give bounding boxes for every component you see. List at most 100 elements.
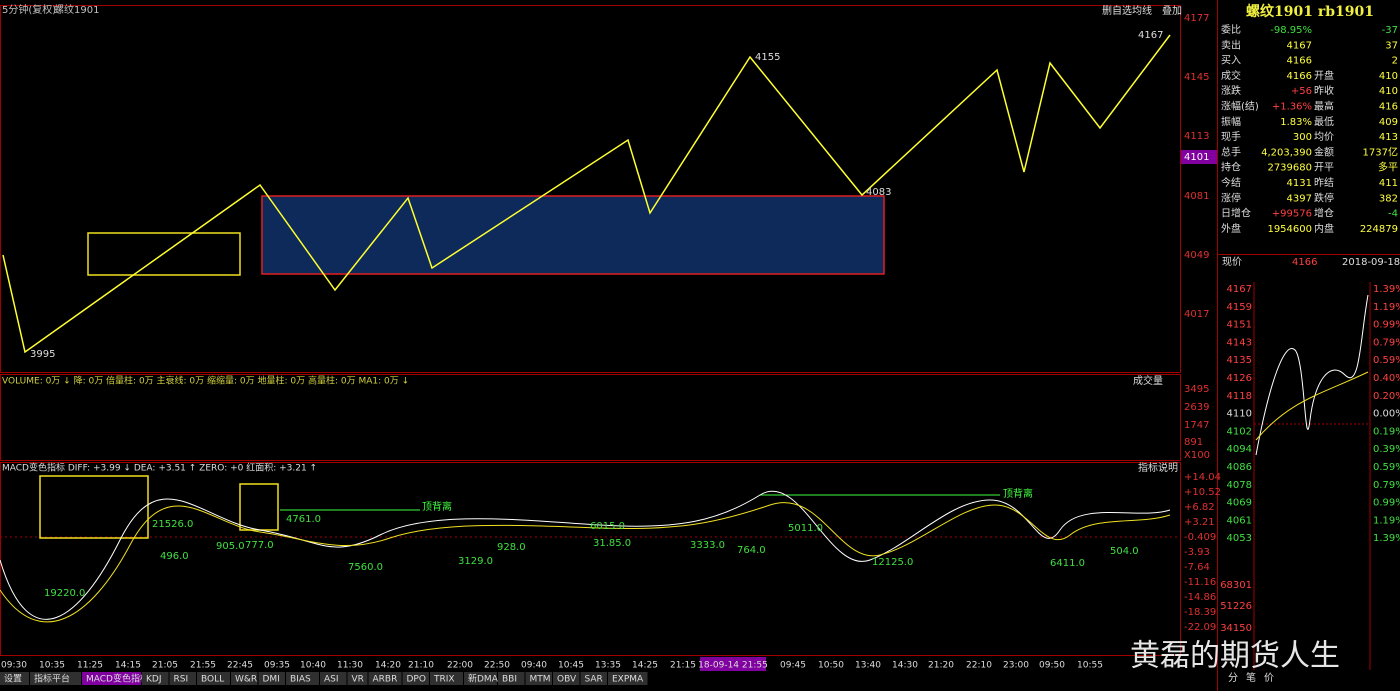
tab[interactable]: ASI [324,675,339,685]
mini-left-axis: 4094 [1227,444,1252,455]
time-label: 21:15 [670,661,696,671]
mini-left-axis: 4135 [1227,355,1252,366]
tab[interactable]: MTM [530,675,551,685]
mini-right-axis: 0.59% [1373,355,1400,366]
macd-annotation: 496.0 [160,551,189,562]
header-button[interactable]: 叠加 [1162,5,1182,17]
tab[interactable]: TRIX [433,675,455,685]
quote-value: 2 [1392,56,1398,67]
quote-value: 1.83% [1280,117,1312,128]
mini-tab[interactable]: 笔 [1246,671,1256,684]
tab-bg [169,672,196,685]
quote-value: 1737亿 [1363,145,1398,158]
time-label: 21:05 [152,661,178,671]
tab[interactable]: RSI [174,675,189,685]
macd-annotation: 3333.0 [690,540,725,551]
time-highlight [700,657,766,671]
tab-bg [286,672,319,685]
dea-line [0,502,1171,623]
tab[interactable]: KDJ [146,675,162,685]
tab[interactable]: DPO [407,675,426,685]
time-label: 10:40 [300,661,326,671]
macd-annotation: 顶背离 [422,500,452,513]
tab[interactable]: EXPMA [612,675,644,685]
macd-annotation: 504.0 [1110,546,1139,557]
tab[interactable]: SAR [585,675,603,685]
contract: 螺纹1901 [54,3,99,16]
time-label: 18-09-14 21:55 [698,661,768,671]
time-label: 11:25 [77,661,103,671]
quote-value: 4,203,390 [1261,147,1312,158]
tab[interactable]: BIAS [290,675,311,685]
quote-value: -98.95% [1270,25,1312,36]
macd-button[interactable]: 指标说明 [1138,461,1178,474]
tab[interactable]: 设置 [4,674,22,685]
tab-bg [0,672,29,685]
tab-bg [430,672,463,685]
quote-value: 416 [1379,102,1398,113]
mini-left-axis: 4110 [1227,409,1252,420]
mini-tab[interactable]: 价 [1264,672,1274,684]
macd-annotation: 3129.0 [458,556,493,567]
tab[interactable]: OBV [557,675,577,685]
quote-value: +56 [1291,86,1312,97]
quote-label: 昨收 [1314,84,1334,97]
header-button[interactable]: 均线 [1132,4,1152,17]
time-label: 13:35 [595,661,621,671]
mini-left-axis: 4053 [1227,533,1252,544]
tab[interactable]: VR [352,675,364,685]
macd-axis-label: +14.04 [1184,472,1221,483]
macd-axis-label: -18.39 [1184,607,1216,618]
quote-value: 413 [1379,132,1398,143]
volume-axis-label: 1747 [1184,420,1209,431]
quote-label: 最高 [1314,100,1334,113]
tab[interactable]: MACD变色指标 [86,673,149,685]
quote-label: 涨停 [1221,191,1241,204]
mini-right-axis: 1.39% [1373,533,1400,544]
tab[interactable]: BBI [502,675,517,685]
header-button[interactable]: 删自选 [1102,4,1132,17]
macd-axis-label: -0.409 [1184,532,1216,543]
mini-vol-axis: 68301 [1220,580,1252,591]
macd-axis-label: -7.64 [1184,562,1210,573]
time-label: 22:00 [447,661,473,671]
quote-value: +99576 [1272,209,1312,220]
quote-label: 涨幅(结) [1221,100,1259,113]
time-label: 14:15 [115,661,141,671]
time-label: 09:30 [1,661,27,671]
quote-label: 跌停 [1314,191,1334,204]
quote-value: 37 [1385,40,1398,51]
mini-left-axis: 4069 [1227,498,1252,509]
quote-value: 1954600 [1267,224,1312,235]
tab-bg [347,672,368,685]
quote-label: 增仓 [1314,207,1334,220]
tab[interactable]: BOLL [201,675,224,685]
tab-bg [608,672,648,685]
diff-line [0,490,1171,620]
mini-right-axis: 0.59% [1373,462,1400,473]
quote-value: -4 [1388,209,1398,220]
tab[interactable]: W&R [235,675,257,685]
mini-right-axis: 0.00% [1373,409,1400,420]
mini-tab[interactable]: 分 [1228,672,1238,684]
tab[interactable]: 指标平台 [34,673,70,685]
tab[interactable]: 新DMA [468,673,499,685]
tab-bg [553,672,580,685]
quote-value: 4397 [1287,193,1312,204]
tab[interactable]: ARBR [373,675,398,685]
mini-left-axis: 4159 [1227,302,1252,313]
price-point-label: 3995 [30,349,55,360]
price-point-label: 4167 [1138,30,1163,41]
tab-bg [464,672,497,685]
quote-value: 4166 [1287,56,1312,67]
mini-right-axis: 0.79% [1373,337,1400,348]
tab[interactable]: DMI [263,675,280,685]
mini-right-axis: 0.99% [1373,320,1400,331]
volume-button[interactable]: 成交量 [1133,374,1163,387]
time-label: 10:45 [558,661,584,671]
price-axis-label: 4049 [1184,250,1209,261]
intraday-line [1255,294,1369,456]
quote-label: 买入 [1221,55,1241,67]
